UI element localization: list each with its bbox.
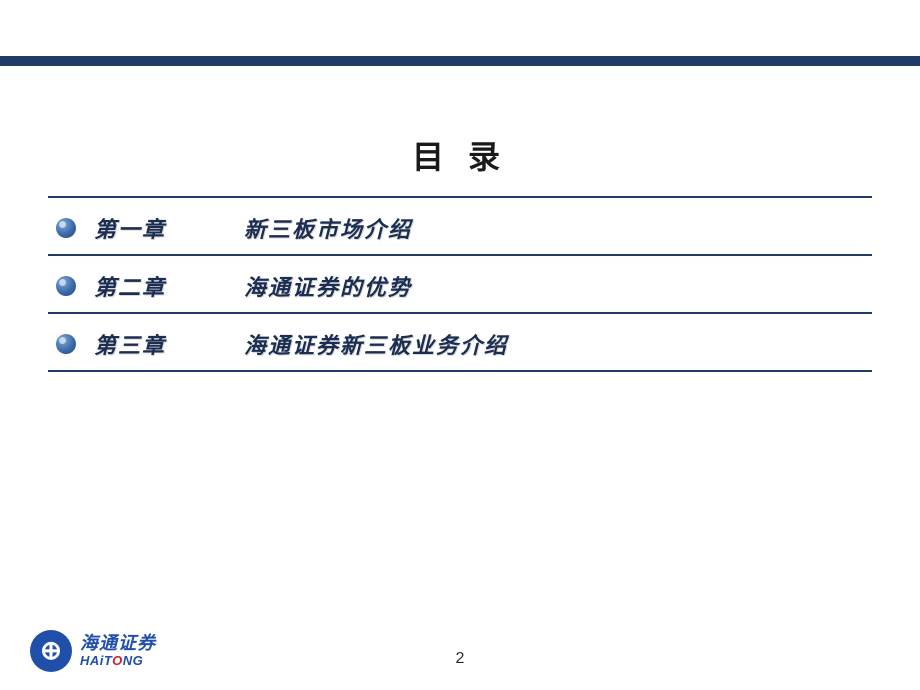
toc-item: 第二章 海通证券的优势 xyxy=(48,256,872,314)
globe-bullet-icon xyxy=(56,334,76,354)
chapter-title: 新三板市场介绍 xyxy=(244,212,412,244)
globe-bullet-icon xyxy=(56,276,76,296)
chapter-title: 海通证券新三板业务介绍 xyxy=(244,328,508,360)
toc-item: 第一章 新三板市场介绍 xyxy=(48,196,872,256)
chapter-label: 第一章 xyxy=(94,212,244,244)
page-number: 2 xyxy=(0,650,920,668)
toc-item: 第三章 海通证券新三板业务介绍 xyxy=(48,314,872,372)
chapter-label: 第二章 xyxy=(94,270,244,302)
table-of-contents: 第一章 新三板市场介绍 第二章 海通证券的优势 第三章 海通证券新三板业务介绍 xyxy=(48,196,872,372)
globe-bullet-icon xyxy=(56,218,76,238)
top-bar xyxy=(0,56,920,66)
chapter-label: 第三章 xyxy=(94,328,244,360)
chapter-title: 海通证券的优势 xyxy=(244,270,412,302)
page-title: 目 录 xyxy=(0,132,920,178)
